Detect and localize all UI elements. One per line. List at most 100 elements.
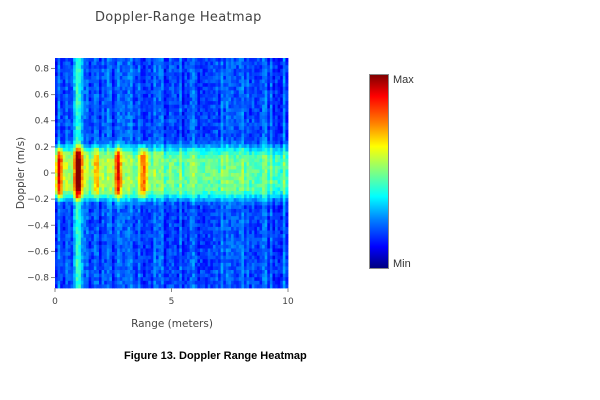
heatmap-cell <box>179 230 183 235</box>
heatmap-cell <box>124 97 128 102</box>
heatmap-cell <box>192 255 196 260</box>
heatmap-cell <box>93 162 97 167</box>
heatmap-cell <box>192 176 196 181</box>
heatmap-cell <box>192 259 196 264</box>
heatmap-cell <box>86 252 90 257</box>
heatmap-cell <box>176 230 180 235</box>
heatmap-cell <box>150 190 154 195</box>
heatmap-cell <box>215 108 219 113</box>
heatmap-cell <box>181 270 185 275</box>
heatmap-cell <box>57 144 61 149</box>
heatmap-cell <box>117 266 121 271</box>
heatmap-cell <box>210 79 214 84</box>
heatmap-cell <box>187 151 191 156</box>
heatmap-cell <box>189 75 193 80</box>
heatmap-cell <box>130 111 134 116</box>
heatmap-cell <box>109 208 113 213</box>
heatmap-cell <box>78 122 82 127</box>
heatmap-cell <box>135 61 139 66</box>
heatmap-cell <box>153 108 157 113</box>
heatmap-cell <box>189 187 193 192</box>
heatmap-cell <box>184 162 188 167</box>
heatmap-cell <box>228 108 232 113</box>
heatmap-cell <box>99 144 102 149</box>
heatmap-cell <box>236 201 240 206</box>
heatmap-cell <box>83 190 87 195</box>
heatmap-cell <box>251 248 255 253</box>
heatmap-cell <box>96 133 100 138</box>
heatmap-cell <box>161 61 165 66</box>
heatmap-cell <box>254 176 258 181</box>
heatmap-cell <box>75 93 79 98</box>
heatmap-cell <box>184 58 188 62</box>
heatmap-cell <box>99 212 102 217</box>
heatmap-cell <box>101 180 105 185</box>
heatmap-cell <box>153 68 157 73</box>
heatmap-cell <box>111 104 115 109</box>
heatmap-cell <box>194 270 198 275</box>
heatmap-cell <box>249 216 253 221</box>
heatmap-cell <box>75 140 79 145</box>
heatmap-cell <box>132 248 136 253</box>
heatmap-cell <box>254 273 258 278</box>
heatmap-cell <box>223 241 227 246</box>
heatmap-cell <box>122 122 126 127</box>
heatmap-cell <box>124 230 128 235</box>
heatmap-cell <box>91 169 95 174</box>
heatmap-cell <box>181 169 185 174</box>
heatmap-cell <box>111 241 115 246</box>
heatmap-cell <box>166 262 170 267</box>
heatmap-cell <box>207 79 211 84</box>
heatmap-cell <box>238 173 242 177</box>
heatmap-cell <box>65 223 69 228</box>
heatmap-cell <box>233 129 237 134</box>
heatmap-cell <box>145 277 149 282</box>
heatmap-cell <box>197 226 201 231</box>
heatmap-cell <box>249 65 253 70</box>
heatmap-cell <box>228 65 232 70</box>
heatmap-cell <box>145 183 149 188</box>
heatmap-cell <box>228 79 232 84</box>
heatmap-cell <box>179 241 183 246</box>
heatmap-cell <box>158 252 162 257</box>
heatmap-cell <box>145 230 149 235</box>
heatmap-cell <box>202 180 206 185</box>
heatmap-cell <box>187 158 191 163</box>
heatmap-cell <box>168 158 172 163</box>
heatmap-cell <box>55 155 58 160</box>
heatmap-cell <box>93 61 97 66</box>
heatmap-cell <box>205 90 209 95</box>
heatmap-cell <box>91 75 95 80</box>
heatmap-cell <box>93 205 97 210</box>
heatmap-cell <box>215 129 219 134</box>
heatmap-cell <box>218 165 222 170</box>
heatmap-cell <box>174 183 178 188</box>
heatmap-cell <box>246 137 250 142</box>
heatmap-cell <box>207 244 211 249</box>
heatmap-cell <box>210 173 214 177</box>
heatmap-cell <box>161 158 165 163</box>
heatmap-cell <box>127 176 131 181</box>
heatmap-cell <box>117 259 121 264</box>
heatmap-cell <box>254 126 258 131</box>
heatmap-cell <box>254 187 258 192</box>
heatmap-cell <box>117 284 121 289</box>
heatmap-cell <box>212 180 216 185</box>
heatmap-cell <box>187 180 191 185</box>
heatmap-cell <box>233 101 237 106</box>
heatmap-cell <box>148 262 152 267</box>
heatmap-cell <box>148 158 152 163</box>
heatmap-cell <box>62 226 66 231</box>
heatmap-cell <box>210 259 214 264</box>
heatmap-cell <box>57 122 61 127</box>
heatmap-cell <box>140 237 144 242</box>
heatmap-cell <box>251 83 255 88</box>
heatmap-cell <box>60 226 64 231</box>
heatmap-cell <box>124 144 128 149</box>
heatmap-cell <box>62 68 66 73</box>
heatmap-cell <box>197 212 201 217</box>
heatmap-cell <box>106 86 110 91</box>
heatmap-cell <box>241 219 245 224</box>
heatmap-cell <box>57 262 61 267</box>
heatmap-cell <box>62 104 66 109</box>
